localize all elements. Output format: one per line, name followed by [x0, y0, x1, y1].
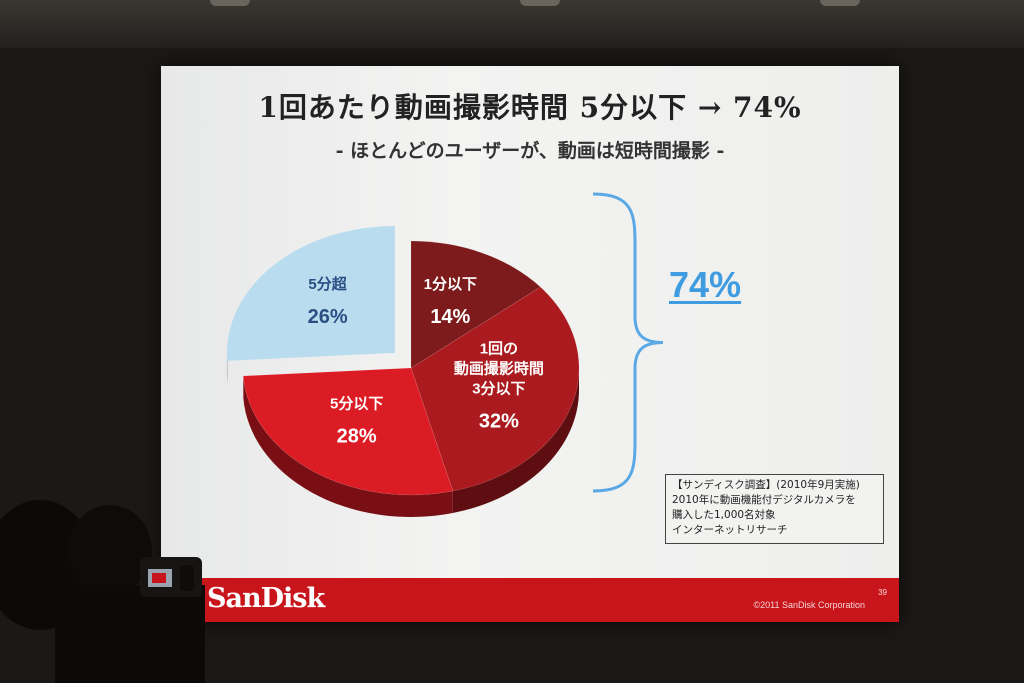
slide-footer: SanDisk 39 ©2011 SanDisk Corporation — [161, 578, 899, 622]
ceiling-light — [520, 0, 560, 6]
copyright-text: ©2011 SanDisk Corporation — [753, 600, 865, 610]
slide-title: 1回あたり動画撮影時間 5分以下 → 74% — [258, 91, 802, 124]
slice-label: 5分以下 — [330, 396, 383, 413]
presentation-slide: 1回あたり動画撮影時間 5分以下 → 74% - ほとんどのユーザーが、動画は短… — [161, 66, 899, 622]
slice-value: 26% — [308, 306, 348, 328]
slice-label: 動画撮影時間 — [454, 360, 544, 378]
audience-silhouette — [0, 500, 205, 683]
slice-value: 32% — [479, 411, 519, 433]
slice-value: 14% — [430, 306, 470, 328]
slice-label: 1分以下 — [424, 276, 477, 293]
note-line: 購入した1,000名対象 — [672, 509, 776, 521]
page-number: 39 — [878, 588, 887, 597]
curly-bracket — [592, 192, 664, 493]
note-line: インターネットリサーチ — [672, 524, 788, 536]
pie-slice — [243, 367, 454, 496]
total-percentage: 74% — [669, 264, 742, 305]
note-line: 【サンディスク調査】(2010年9月実施) — [672, 479, 860, 491]
slice-label: 1回の — [480, 341, 518, 358]
slide-subtitle: - ほとんどのユーザーが、動画は短時間撮影 - — [335, 140, 725, 162]
slice-value: 28% — [337, 426, 377, 448]
sandisk-logo: SanDisk — [207, 583, 325, 614]
pie-slice — [410, 240, 541, 369]
pie-slice — [226, 225, 396, 362]
room-ceiling — [0, 0, 1024, 48]
slice-label: 5分超 — [308, 275, 347, 293]
note-line: 2010年に動画機能付デジタルカメラを — [672, 494, 856, 506]
pie-slice — [410, 286, 580, 492]
survey-note: 【サンディスク調査】(2010年9月実施) 2010年に動画機能付デジタルカメラ… — [665, 474, 884, 544]
ceiling-light — [820, 0, 860, 6]
ceiling-light — [210, 0, 250, 6]
pie-slice-side — [243, 375, 453, 517]
pie-slice-side — [452, 368, 579, 514]
slice-label: 3分以下 — [472, 381, 525, 398]
